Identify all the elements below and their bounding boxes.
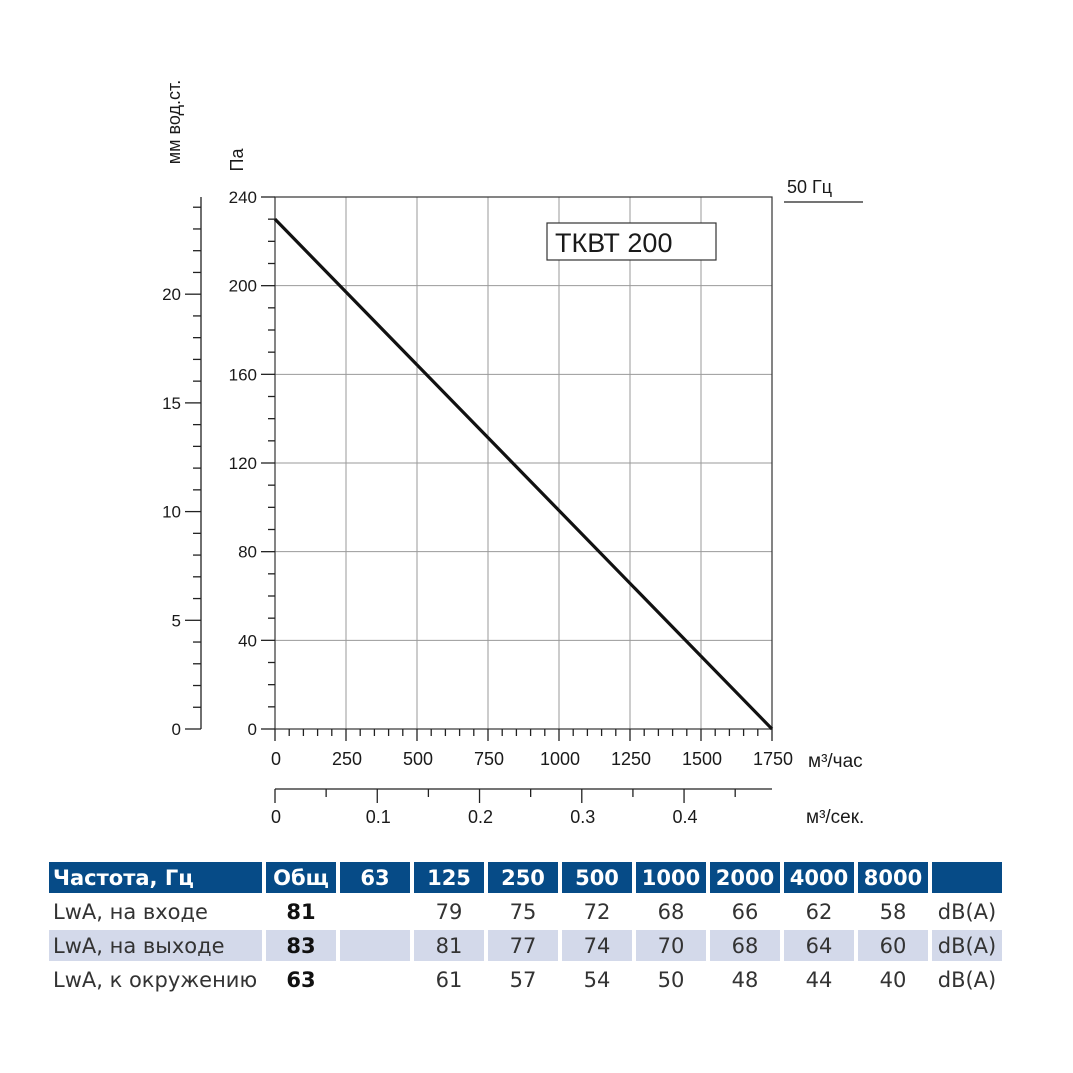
unit-cell: dB(A)	[937, 967, 997, 992]
noise-table: Частота, Гц Общ 63 125 250 500 1000 2000…	[45, 859, 1006, 998]
secondary-x-axis: 0 0.1 0.2 0.3 0.4	[271, 788, 772, 827]
secondary-y-tick-label: 5	[172, 611, 181, 630]
table-row: LwA, на выходе 83 81 77 74 70 68 64 60 d…	[49, 930, 1002, 961]
value-cell: 57	[509, 967, 537, 992]
value-cell: 72	[583, 899, 611, 924]
unit-cell: dB(A)	[932, 930, 1002, 961]
x-tick-label: 1000	[540, 749, 580, 769]
x-axis-label: м³/час	[808, 751, 863, 772]
frequency-label: 50 Гц	[787, 177, 832, 197]
header-cell: 125	[414, 862, 484, 893]
header-cell: 500	[562, 862, 632, 893]
model-badge-box	[546, 222, 717, 261]
secondary-y-tick-label: 10	[162, 503, 181, 522]
value-cell: 79	[435, 899, 463, 924]
header-cell: 63	[340, 862, 410, 893]
chart-grid	[275, 197, 772, 729]
table-row: LwA, на входе 81 79 75 72 68 66 62 58 dB…	[49, 896, 1002, 927]
x-tick-label: 500	[403, 749, 433, 769]
row-label: LwA, на выходе	[49, 930, 262, 961]
value-cell: 75	[509, 899, 537, 924]
header-cell: 1000	[636, 862, 706, 893]
value-cell: 64	[784, 930, 854, 961]
header-cell: 2000	[710, 862, 780, 893]
header-cell: 8000	[858, 862, 928, 893]
header-cell: Частота, Гц	[49, 862, 262, 893]
table-row: LwA, к окружению 63 61 57 54 50 48 44 40…	[49, 964, 1002, 995]
x-tick-label: 750	[474, 749, 504, 769]
total-cell: 83	[266, 930, 336, 961]
unit-cell: dB(A)	[937, 899, 997, 924]
value-cell: 50	[657, 967, 685, 992]
value-cell: 74	[562, 930, 632, 961]
value-cell	[340, 896, 410, 927]
value-cell: 40	[879, 967, 907, 992]
value-cell	[340, 964, 410, 995]
row-label: LwA, к окружению	[53, 967, 258, 992]
value-cell: 48	[731, 967, 759, 992]
header-cell: Общ	[266, 862, 336, 893]
value-cell: 58	[879, 899, 907, 924]
x-tick-label: 0	[271, 749, 281, 769]
secondary-x-axis-label: м³/сек.	[806, 807, 864, 828]
value-cell: 68	[657, 899, 685, 924]
header-cell: 4000	[784, 862, 854, 893]
y-tick-label: 80	[238, 543, 257, 562]
y-tick-label: 160	[229, 365, 257, 384]
secondary-y-tick-label: 0	[172, 720, 181, 739]
total-cell: 81	[286, 899, 316, 924]
x-tick-label: 1250	[611, 749, 651, 769]
value-cell: 70	[636, 930, 706, 961]
noise-table-header: Частота, Гц Общ 63 125 250 500 1000 2000…	[49, 862, 1002, 893]
value-cell: 60	[858, 930, 928, 961]
secondary-y-tick-label: 20	[162, 285, 181, 304]
secondary-x-tick-label: 0.1	[366, 807, 391, 827]
value-cell: 66	[731, 899, 759, 924]
secondary-x-tick-label: 0	[271, 807, 281, 827]
total-cell: 63	[286, 967, 316, 992]
header-cell: 250	[488, 862, 558, 893]
secondary-x-tick-label: 0.2	[468, 807, 493, 827]
secondary-y-axis-label: мм вод.ст.	[164, 80, 184, 164]
minor-ticks	[268, 218, 759, 736]
value-cell: 61	[435, 967, 463, 992]
secondary-x-tick-label: 0.4	[673, 807, 698, 827]
header-cell	[932, 862, 1002, 893]
secondary-y-axis: 0 5 10 15 20	[162, 197, 202, 739]
series-layer	[273, 218, 774, 731]
performance-chart: 0 250 500 750 1000 1250 1500 1750 0408012016020…	[162, 80, 864, 828]
value-cell: 68	[710, 930, 780, 961]
y-tick-label: 0	[248, 720, 257, 739]
y-tick-label: 240	[229, 188, 257, 207]
y-axis-label: Па	[227, 148, 247, 172]
value-cell	[340, 930, 410, 961]
value-cell: 62	[805, 899, 833, 924]
x-axis-ticks: 0 250 500 750 1000 1250 1500 1750	[271, 729, 793, 769]
row-label: LwA, на входе	[53, 899, 208, 924]
value-cell: 77	[488, 930, 558, 961]
value-cell: 44	[805, 967, 833, 992]
value-cell: 81	[414, 930, 484, 961]
value-cell: 54	[583, 967, 611, 992]
model-badge: ТКВТ 200	[555, 228, 672, 258]
y-tick-label: 200	[229, 277, 257, 296]
y-tick-label: 40	[238, 631, 257, 650]
x-tick-label: 1500	[682, 749, 722, 769]
y-axis-ticks: 0 40 80 120 160 200 240	[229, 188, 275, 739]
secondary-y-tick-label: 15	[162, 394, 181, 413]
x-tick-label: 1750	[753, 749, 793, 769]
y-tick-label: 120	[229, 454, 257, 473]
x-tick-label: 250	[332, 749, 362, 769]
secondary-x-tick-label: 0.3	[570, 807, 595, 827]
series-line	[273, 218, 774, 731]
